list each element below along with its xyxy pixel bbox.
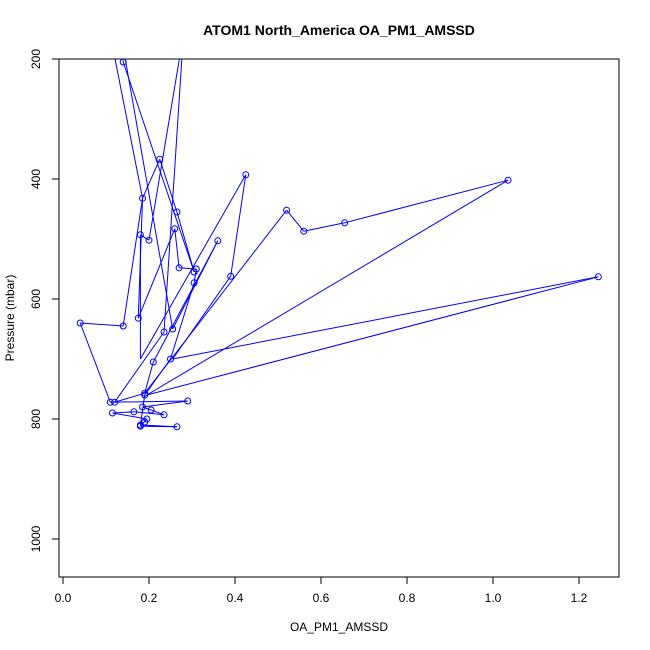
series-line-segment — [142, 406, 152, 411]
data-point — [242, 171, 250, 179]
series-line-segment — [144, 361, 154, 394]
x-tick-label: 0.6 — [313, 591, 330, 605]
data-point — [149, 358, 157, 366]
series-line-segment — [112, 411, 134, 414]
series-line-segment — [110, 400, 188, 403]
x-axis: 0.0 0.2 0.4 0.6 0.8 1.0 1.2 — [55, 576, 588, 605]
data-point — [119, 59, 127, 66]
series-line-segment — [137, 228, 176, 319]
series-line-segment — [146, 276, 599, 396]
y-tick-label: 800 — [29, 409, 43, 429]
series-line-segment — [172, 275, 232, 360]
series-line-segment — [144, 209, 287, 394]
chart-title: ATOM1 North_America OA_PM1_AMSSD — [203, 22, 475, 38]
series-line-segment — [122, 61, 195, 273]
data-point — [171, 225, 179, 233]
x-tick-label: 0.0 — [55, 591, 72, 605]
series-line-segment — [148, 59, 180, 241]
data-point — [111, 398, 119, 406]
x-axis-label: OA_PM1_AMSSD — [290, 620, 388, 634]
data-point — [156, 155, 164, 163]
data-point — [145, 236, 153, 244]
data-point — [139, 194, 147, 202]
series-line-segment — [140, 424, 177, 428]
series-line-segment — [174, 228, 180, 268]
data-point — [173, 208, 181, 216]
data-point — [190, 279, 198, 287]
x-tick-label: 0.8 — [399, 591, 416, 605]
data-point — [227, 272, 235, 280]
y-axis-label: Pressure (mbar) — [3, 275, 17, 362]
data-point — [136, 421, 144, 429]
data-point — [139, 403, 147, 411]
series-line-segment — [114, 331, 165, 403]
data-point — [175, 264, 183, 272]
data-point — [118, 32, 124, 38]
series-line-segment — [79, 322, 111, 403]
y-tick-label: 400 — [29, 169, 43, 189]
series-line-segment — [140, 234, 150, 241]
data-point — [214, 237, 222, 245]
data-point — [134, 314, 142, 322]
data-point — [106, 398, 114, 406]
data-point — [169, 325, 177, 333]
x-tick-label: 1.2 — [571, 591, 588, 605]
data-point — [147, 406, 155, 414]
x-tick-label: 0.4 — [227, 591, 244, 605]
data-point — [130, 408, 138, 416]
data-point — [119, 322, 127, 330]
series-line-segment — [152, 240, 219, 363]
series-line-segment — [150, 409, 165, 416]
data-point — [190, 268, 198, 276]
data-point — [160, 411, 168, 419]
series-lines — [79, 59, 599, 428]
data-point — [283, 206, 291, 214]
data-point — [108, 409, 116, 417]
series-line-segment — [230, 174, 247, 277]
series-line-segment — [122, 59, 124, 63]
data-point — [594, 273, 602, 281]
x-tick-label: 1.0 — [485, 591, 502, 605]
series-line-segment — [139, 174, 247, 360]
series-line-segment — [114, 392, 145, 403]
series-line-segment — [124, 59, 174, 330]
series-line-segment — [286, 209, 305, 232]
series-line-segment — [80, 322, 124, 327]
y-tick-label: 1000 — [29, 525, 43, 552]
data-point — [180, 32, 186, 38]
data-point — [160, 328, 168, 336]
series-line-segment — [146, 179, 509, 396]
series-line-segment — [172, 276, 599, 360]
data-point — [167, 355, 174, 363]
data-point — [107, 32, 113, 38]
data-point — [136, 231, 144, 239]
data-point — [184, 397, 192, 405]
data-point — [76, 319, 84, 327]
series-line-segment — [114, 59, 144, 199]
y-axis: 200 400 600 800 1000 — [29, 49, 60, 552]
series-line-segment — [142, 400, 188, 408]
data-point — [300, 227, 308, 235]
series-line-segment — [303, 222, 345, 232]
series-line-segment — [133, 411, 165, 416]
x-tick-label: 0.2 — [141, 591, 158, 605]
series-line-segment — [163, 59, 183, 333]
y-tick-label: 600 — [29, 289, 43, 309]
y-tick-label: 200 — [29, 49, 43, 69]
series-line-segment — [159, 159, 178, 213]
series-line-segment — [193, 268, 197, 283]
series-line-segment — [122, 198, 144, 327]
series-line-segment — [142, 158, 161, 199]
series-points — [76, 32, 602, 431]
data-point — [504, 176, 512, 184]
data-point — [341, 219, 349, 227]
data-point — [173, 423, 181, 431]
plot-frame — [58, 58, 620, 578]
data-point — [141, 389, 149, 397]
series-line-segment — [344, 179, 509, 224]
